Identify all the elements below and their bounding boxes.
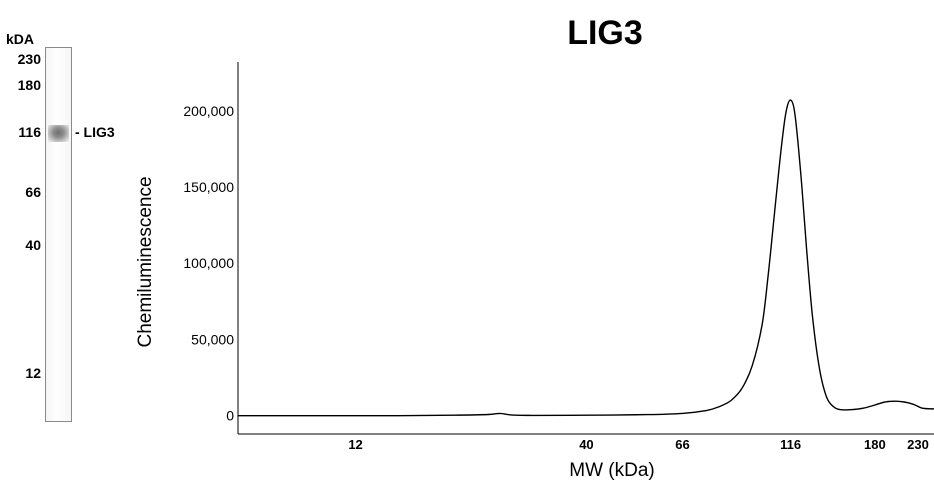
x-axis-label: MW (kDa) bbox=[569, 460, 654, 481]
y-tick-label: 0 bbox=[226, 408, 234, 424]
lane-marker-180: 180 bbox=[17, 77, 41, 94]
x-tick-labels: 12 40 66 116 180 230 bbox=[348, 437, 929, 452]
lig3-band bbox=[48, 124, 69, 142]
lane-marker-116: 116 bbox=[18, 123, 41, 140]
x-tick-label: 116 bbox=[780, 437, 801, 452]
x-tick-label: 66 bbox=[675, 437, 689, 452]
series-trace bbox=[238, 99, 934, 417]
chart-title: LIG3 bbox=[567, 14, 643, 52]
lane-marker-66: 66 bbox=[25, 183, 41, 200]
y-axis-label: Chemiluminescence bbox=[135, 176, 156, 347]
x-tick-label: 12 bbox=[348, 437, 362, 452]
y-tick-label: 50,000 bbox=[191, 331, 234, 347]
y-tick-label: 200,000 bbox=[183, 103, 234, 119]
lane-marker-230: 230 bbox=[17, 51, 41, 67]
x-tick-label: 230 bbox=[907, 437, 929, 452]
y-tick-label: 100,000 bbox=[183, 255, 234, 271]
x-tick-label: 40 bbox=[579, 437, 593, 452]
blot-lane bbox=[45, 47, 72, 422]
kda-unit-label: kDA bbox=[6, 31, 35, 47]
lane-marker-40: 40 bbox=[25, 236, 41, 253]
band-label: - LIG3 bbox=[75, 123, 115, 140]
y-tick-labels: 0 50,000 100,000 150,000 200,000 bbox=[183, 103, 234, 424]
x-tick-label: 180 bbox=[864, 437, 886, 452]
y-tick-label: 150,000 bbox=[183, 179, 234, 195]
lane-marker-12: 12 bbox=[25, 365, 41, 381]
